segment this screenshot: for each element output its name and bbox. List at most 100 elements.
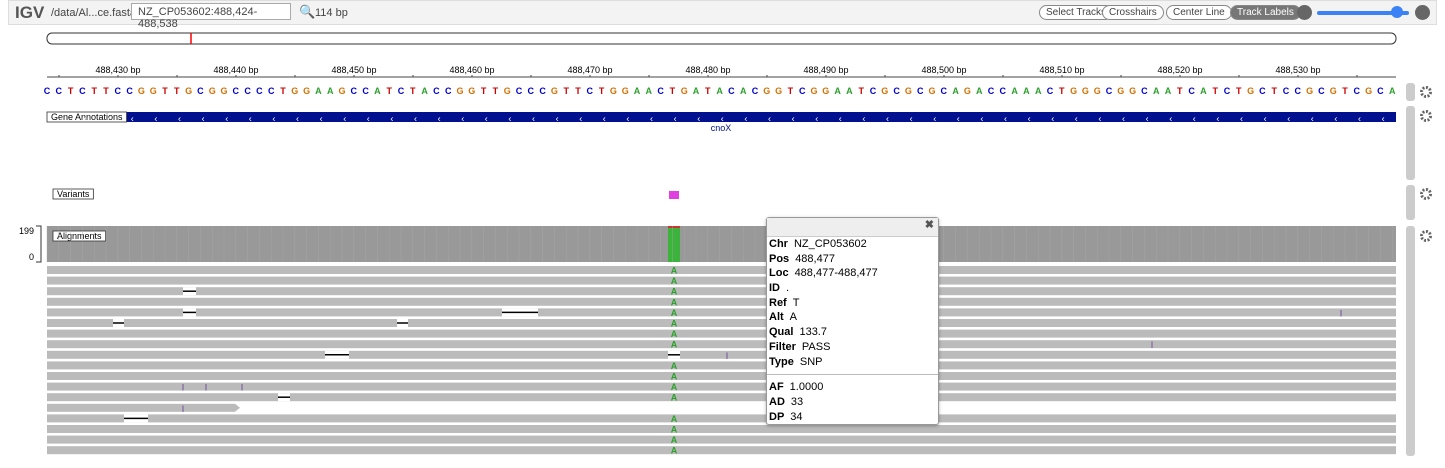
strand-arrow: ‹ <box>1216 113 1219 123</box>
alt-base: A <box>671 329 678 339</box>
coverage-max: 199 <box>19 226 34 236</box>
strand-arrow: ‹ <box>178 113 181 123</box>
popup-value: T <box>792 296 800 309</box>
read <box>47 372 1396 380</box>
strand-arrow: ‹ <box>1264 113 1267 123</box>
popup-key: DP <box>769 410 785 423</box>
locus-width: 114 bp <box>315 7 348 19</box>
track-label-box <box>52 230 106 242</box>
settings-gear[interactable] <box>1420 86 1432 98</box>
strand-arrow: ‹ <box>1122 113 1125 123</box>
popup-key: Type <box>769 355 794 368</box>
track-label: Gene Annotations <box>51 112 123 122</box>
popup-value: A <box>789 311 798 324</box>
read <box>47 308 1396 317</box>
coverage-ref <box>668 226 680 228</box>
strand-arrow: ‹ <box>1358 113 1361 123</box>
alt-base: A <box>671 340 678 350</box>
coverage-min: 0 <box>29 252 34 262</box>
strand-arrow: ‹ <box>886 113 889 123</box>
settings-gear[interactable] <box>1420 110 1432 122</box>
strand-arrow: ‹ <box>933 113 936 123</box>
gene-feature <box>47 112 1396 122</box>
popup-close[interactable]: ✖ <box>767 218 938 237</box>
popup-row: Pos 488,477 <box>767 252 938 267</box>
strand-arrow: ‹ <box>225 113 228 123</box>
ruler-label: 488,470 bp <box>567 65 612 75</box>
insertion: I <box>182 404 185 414</box>
zoom-out[interactable] <box>1297 5 1312 20</box>
scrollbar[interactable] <box>1406 185 1415 220</box>
strand-arrow: ‹ <box>957 113 960 123</box>
strand-arrow: ‹ <box>1098 113 1101 123</box>
strand-arrow: ‹ <box>862 113 865 123</box>
ruler-label: 488,520 bp <box>1157 65 1202 75</box>
ruler-label: 488,530 bp <box>1275 65 1320 75</box>
zoom-thumb[interactable] <box>1391 6 1403 18</box>
strand-arrow: ‹ <box>438 113 441 123</box>
locus-input[interactable]: NZ_CP053602:488,424-488,538 <box>131 3 291 30</box>
strand-arrow: ‹ <box>626 113 629 123</box>
strand-arrow: ‹ <box>508 113 511 123</box>
strand-arrow: ‹ <box>84 113 87 123</box>
scrollbar[interactable] <box>1406 226 1415 456</box>
search-icon[interactable]: 🔍 <box>299 4 316 19</box>
select-tracks-button[interactable]: Select Tracks <box>1039 5 1114 20</box>
popup-row: Filter PASS <box>767 340 938 355</box>
strand-arrow: ‹ <box>320 113 323 123</box>
ruler-label: 488,440 bp <box>213 65 258 75</box>
zoom-slider[interactable] <box>1317 11 1409 15</box>
read <box>47 446 1396 455</box>
strand-arrow: ‹ <box>532 113 535 123</box>
strand-arrow: ‹ <box>414 113 417 123</box>
popup-value: SNP <box>799 355 823 368</box>
crosshairs-button[interactable]: Crosshairs <box>1102 5 1164 20</box>
insertion: I <box>182 383 185 393</box>
strand-arrow: ‹ <box>249 113 252 123</box>
read <box>47 287 1396 296</box>
popup-value: 488,477 <box>795 252 835 265</box>
popup: ✖ Chr NZ_CP053602 Pos 488,477 Loc 488,477-488,… <box>766 217 939 425</box>
alt-base: A <box>671 382 678 392</box>
strand-arrow: ‹ <box>768 113 771 123</box>
alt-base: A <box>671 372 678 382</box>
strand-arrow: ‹ <box>792 113 795 123</box>
strand-arrow: ‹ <box>390 113 393 123</box>
strand-arrow: ‹ <box>1311 113 1314 123</box>
alt-base: A <box>671 319 678 329</box>
strand-arrow: ‹ <box>579 113 582 123</box>
strand-arrow: ‹ <box>980 113 983 123</box>
settings-gear[interactable] <box>1420 230 1432 242</box>
scrollbar[interactable] <box>1406 106 1415 180</box>
alt-base: A <box>671 435 678 445</box>
read <box>47 425 1396 433</box>
read-arrow <box>235 403 240 412</box>
read <box>47 340 1396 349</box>
strand-arrow: ‹ <box>1051 113 1054 123</box>
strand-arrow: ‹ <box>556 113 559 123</box>
ruler-label: 488,500 bp <box>921 65 966 75</box>
popup-key: Filter <box>769 340 796 353</box>
strand-arrow: ‹ <box>839 113 842 123</box>
insertion: I <box>1151 340 1154 350</box>
insertion: I <box>241 383 244 393</box>
zoom-in[interactable] <box>1415 5 1430 20</box>
settings-gear[interactable] <box>1420 188 1432 200</box>
scrollbar[interactable] <box>1406 83 1415 101</box>
read <box>47 403 235 412</box>
popup-key: AD <box>769 395 785 408</box>
read <box>47 414 1396 423</box>
strand-arrow: ‹ <box>650 113 653 123</box>
popup-value: . <box>786 282 790 295</box>
strand-arrow: ‹ <box>1382 113 1385 123</box>
alt-base: A <box>671 361 678 371</box>
variant <box>669 191 679 199</box>
popup-row: ID. <box>767 281 938 296</box>
strand-arrow: ‹ <box>1004 113 1007 123</box>
coverage-alt <box>668 226 680 262</box>
strand-arrow: ‹ <box>485 113 488 123</box>
strand-arrow: ‹ <box>1287 113 1290 123</box>
popup-key: AF <box>769 381 784 394</box>
strand-arrow: ‹ <box>1075 113 1078 123</box>
ruler-label: 488,450 bp <box>331 65 376 75</box>
